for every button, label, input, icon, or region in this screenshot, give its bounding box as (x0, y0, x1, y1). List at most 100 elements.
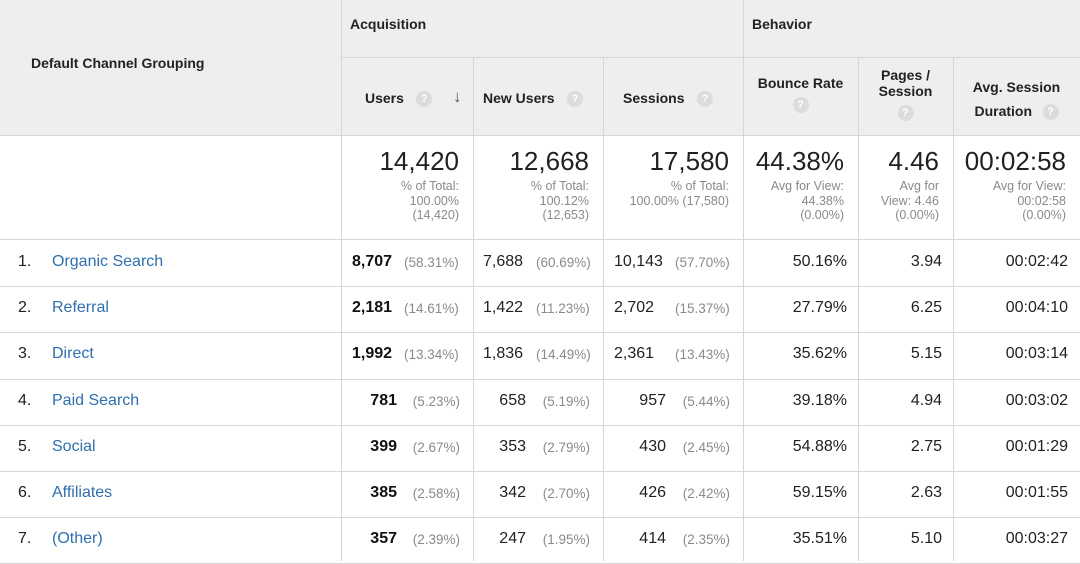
session-duration-value: 00:02:42 (1005, 253, 1068, 270)
users-percent: (2.67%) (412, 439, 460, 455)
users-percent: (5.23%) (412, 393, 460, 409)
new-users-percent: (11.23%) (536, 301, 590, 317)
sessions-percent: (57.70%) (675, 255, 730, 270)
new-users-value: 1,836 (483, 345, 524, 363)
sessions-header-label: Sessions (623, 90, 685, 106)
pages-session-value: 2.75 (910, 437, 942, 455)
help-icon[interactable]: ? (897, 105, 914, 121)
pages-session-value: 6.25 (910, 299, 942, 317)
column-divider (341, 0, 342, 561)
channel-link[interactable]: Direct (52, 345, 94, 363)
users-percent: (13.34%) (404, 347, 459, 363)
row-number: 7. (18, 530, 32, 548)
users-percent: (14.61%) (404, 301, 459, 317)
pages-session-value: 4.94 (910, 391, 942, 409)
users-value: 385 (370, 484, 397, 501)
channel-link[interactable]: Referral (52, 299, 109, 317)
total-users-sub: % of Total: 100.00% (14,420) (400, 179, 459, 222)
sessions-percent: (5.44%) (682, 393, 730, 409)
bounce-rate-value: 35.51% (792, 530, 847, 548)
sessions-percent: (2.45%) (682, 439, 730, 455)
users-column-header[interactable]: Users ? (365, 90, 433, 108)
new-users-percent: (1.95%) (542, 532, 590, 548)
users-value: 357 (370, 530, 397, 548)
column-divider (603, 57, 604, 561)
column-divider (858, 57, 859, 561)
bounce-rate-value: 50.16% (792, 253, 847, 270)
avg-session-duration: 00:02:58 (964, 146, 1066, 176)
avg-pages-session: 4.46 (888, 146, 939, 176)
bounce-rate-column-header[interactable]: Bounce Rate ? (743, 75, 858, 114)
row-number: 5. (18, 437, 32, 455)
row-divider (0, 332, 1080, 333)
total-new-users: 12,668 (509, 146, 589, 176)
sessions-column-header[interactable]: Sessions ? (623, 90, 713, 108)
avg-session-duration-column-header[interactable]: Avg. Session Duration ? (953, 75, 1080, 124)
row-divider (0, 517, 1080, 518)
bounce-rate-value: 39.18% (792, 391, 847, 409)
sessions-percent: (2.42%) (682, 486, 730, 501)
sessions-value: 2,361 (614, 345, 655, 363)
sessions-percent: (2.35%) (682, 532, 730, 548)
bounce-rate-value: 27.79% (792, 299, 847, 317)
help-icon[interactable]: ? (567, 90, 584, 107)
dimension-header[interactable]: Default Channel Grouping (31, 55, 205, 71)
help-icon[interactable]: ? (416, 90, 433, 107)
channel-link[interactable]: Paid Search (52, 391, 140, 409)
new-users-header-label: New Users (483, 90, 555, 106)
sessions-value: 957 (639, 391, 666, 409)
sessions-percent: (15.37%) (675, 301, 730, 317)
row-number: 2. (18, 299, 32, 317)
channel-link[interactable]: (Other) (52, 530, 103, 548)
pages-header-line2: Session (878, 83, 933, 99)
channel-link[interactable]: Organic Search (52, 253, 164, 270)
total-new-users-sub: % of Total: 100.12% (12,653) (530, 179, 589, 222)
pages-session-column-header[interactable]: Pages / Session ? (858, 67, 953, 121)
channel-link[interactable]: Social (52, 437, 96, 455)
row-divider (0, 286, 1080, 287)
header-group-divider (341, 57, 1080, 58)
session-duration-value: 00:03:27 (1005, 530, 1068, 548)
new-users-value: 1,422 (483, 299, 524, 317)
row-number: 6. (18, 484, 32, 501)
session-duration-value: 00:03:14 (1005, 345, 1068, 363)
totals-bottom-border (0, 239, 1080, 240)
row-divider (0, 379, 1080, 380)
avg-bounce-rate-sub: Avg for View: 44.38% (0.00%) (770, 179, 844, 222)
row-divider (0, 425, 1080, 426)
bounce-rate-value: 54.88% (792, 437, 847, 455)
users-header-label: Users (365, 90, 404, 106)
total-sessions: 17,580 (649, 146, 729, 176)
help-icon[interactable]: ? (1042, 103, 1059, 120)
new-users-value: 247 (499, 530, 526, 548)
session-duration-value: 00:04:10 (1005, 299, 1068, 317)
new-users-percent: (2.70%) (542, 486, 590, 501)
new-users-percent: (2.79%) (542, 439, 590, 455)
acquisition-group-header: Acquisition (350, 16, 427, 32)
new-users-value: 353 (499, 437, 526, 455)
help-icon[interactable]: ? (696, 90, 713, 107)
channel-link[interactable]: Affiliates (52, 484, 113, 501)
column-divider (743, 0, 744, 561)
duration-header-line1: Avg. Session (972, 79, 1061, 95)
avg-session-duration-sub: Avg for View: 00:02:58 (0.00%) (992, 179, 1066, 222)
row-number: 3. (18, 345, 32, 363)
session-duration-value: 00:01:29 (1005, 437, 1068, 455)
sessions-value: 414 (639, 530, 666, 548)
help-icon[interactable]: ? (792, 96, 809, 113)
bounce-rate-value: 59.15% (792, 484, 847, 501)
column-divider (473, 57, 474, 561)
users-percent: (2.58%) (412, 486, 460, 501)
pages-header-line1: Pages / (880, 67, 931, 83)
total-users: 14,420 (379, 146, 459, 176)
users-value: 781 (370, 391, 397, 409)
avg-pages-session-sub: Avg for View: 4.46 (0.00%) (880, 179, 939, 222)
sort-descending-icon[interactable]: ↓ (453, 87, 462, 106)
total-sessions-sub: % of Total: 100.00% (17,580) (629, 179, 729, 208)
row-number: 1. (18, 253, 32, 270)
users-value: 2,181 (352, 299, 393, 317)
row-divider (0, 471, 1080, 472)
new-users-column-header[interactable]: New Users ? (483, 90, 584, 108)
new-users-percent: (14.49%) (536, 347, 591, 363)
